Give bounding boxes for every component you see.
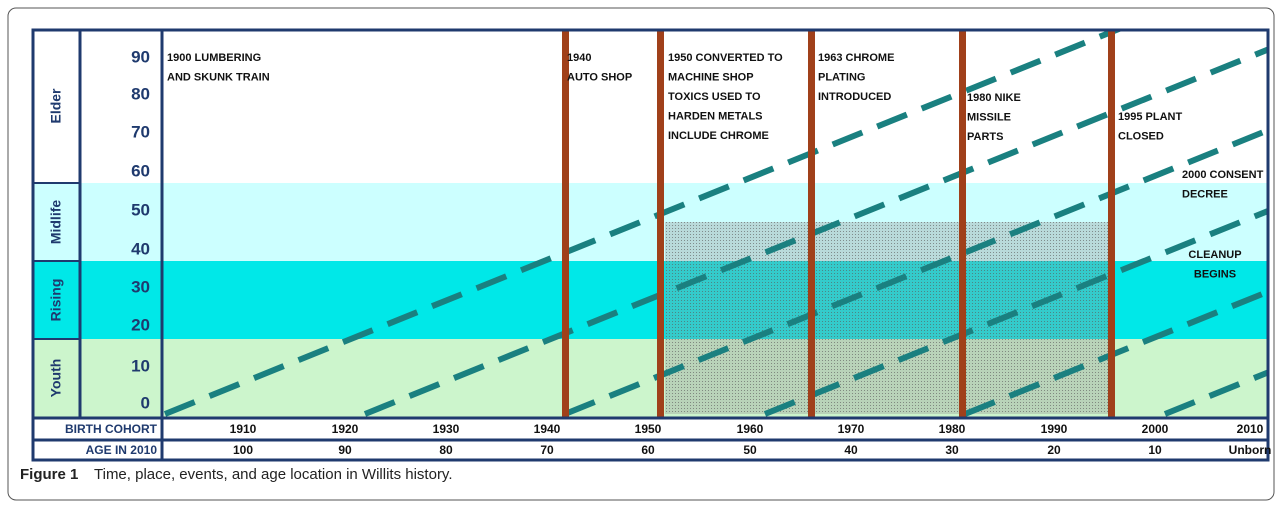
event-label: BEGINS: [1194, 268, 1236, 280]
caption-text: Time, place, events, and age location in…: [94, 466, 453, 483]
row-value: 30: [945, 443, 959, 457]
row-label: AGE IN 2010: [86, 443, 158, 457]
event-line: [808, 30, 815, 418]
row-value: 2010: [1237, 422, 1264, 436]
cohort-line: [763, 207, 1268, 417]
event-label: CLEANUP: [1188, 249, 1241, 261]
event-label: AND SKUNK TRAIN: [167, 71, 270, 83]
event-label: 1950 CONVERTED TO: [668, 52, 783, 64]
age-tick: 40: [131, 239, 150, 258]
age-tick: 50: [131, 200, 150, 219]
event-lines: [562, 30, 1115, 418]
caption-label: Figure 1: [20, 466, 78, 483]
row-label: BIRTH COHORT: [65, 422, 158, 436]
row-value: 1970: [838, 422, 865, 436]
event-label: HARDEN METALS: [668, 110, 763, 122]
row-value: 1990: [1041, 422, 1068, 436]
event-line: [657, 30, 664, 418]
row-value: 60: [641, 443, 655, 457]
row-value: 1940: [534, 422, 561, 436]
row-value: 10: [1148, 443, 1162, 457]
band-elder: [162, 30, 1268, 183]
event-label: PLATING: [818, 71, 865, 83]
cohort-line: [163, 30, 1125, 417]
event-label: MACHINE SHOP: [668, 71, 754, 83]
event-label: AUTO SHOP: [567, 71, 632, 83]
event-label: MISSILE: [967, 111, 1011, 123]
row-value: Unborn: [1229, 443, 1272, 457]
row-value: 100: [233, 443, 253, 457]
figure-border: [7, 7, 1275, 501]
event-label: 1900 LUMBERING: [167, 52, 261, 64]
row-value: 80: [439, 443, 453, 457]
event-label: 1980 NIKE: [967, 92, 1021, 104]
row-value: 2000: [1142, 422, 1169, 436]
group-label: Elder: [48, 88, 64, 124]
event-label: 1995 PLANT: [1118, 111, 1182, 123]
event-label: PARTS: [967, 131, 1003, 143]
group-label: Youth: [48, 359, 64, 398]
event-line: [1108, 30, 1115, 418]
age-tick: 80: [131, 84, 150, 103]
age-tick: 20: [131, 315, 150, 334]
event-label: 1940: [567, 52, 591, 64]
event-label: INCLUDE CHROME: [668, 130, 769, 142]
age-tick: 10: [131, 356, 150, 375]
row-value: 50: [743, 443, 757, 457]
event-line: [959, 30, 966, 418]
age-tick: 90: [131, 47, 150, 66]
row-value: 20: [1047, 443, 1061, 457]
event-label: 1963 CHROME: [818, 52, 894, 64]
event-line: [562, 30, 569, 418]
age-tick: 60: [131, 161, 150, 180]
row-value: 40: [844, 443, 858, 457]
age-tick: 30: [131, 277, 150, 296]
group-label: Midlife: [48, 200, 64, 245]
event-label: TOXICS USED TO: [668, 91, 761, 103]
row-value: 1930: [433, 422, 460, 436]
event-label: 2000 CONSENT: [1182, 169, 1264, 181]
row-value: 1960: [737, 422, 764, 436]
event-label: CLOSED: [1118, 130, 1164, 142]
row-value: 1910: [230, 422, 257, 436]
row-value: 70: [540, 443, 554, 457]
group-dividers: [33, 182, 80, 340]
row-value: 1920: [332, 422, 359, 436]
row-value: 1950: [635, 422, 662, 436]
event-label: DECREE: [1182, 188, 1228, 200]
row-value: 1980: [939, 422, 966, 436]
row-value: 90: [338, 443, 352, 457]
age-tick: 70: [131, 122, 150, 141]
frame: [31, 28, 1270, 462]
group-label: Rising: [48, 279, 64, 322]
event-label: INTRODUCED: [818, 91, 891, 103]
age-tick: 0: [141, 393, 150, 412]
contamination-area: [665, 222, 1115, 414]
cohort-line: [363, 46, 1268, 417]
cohort-line: [963, 288, 1268, 417]
